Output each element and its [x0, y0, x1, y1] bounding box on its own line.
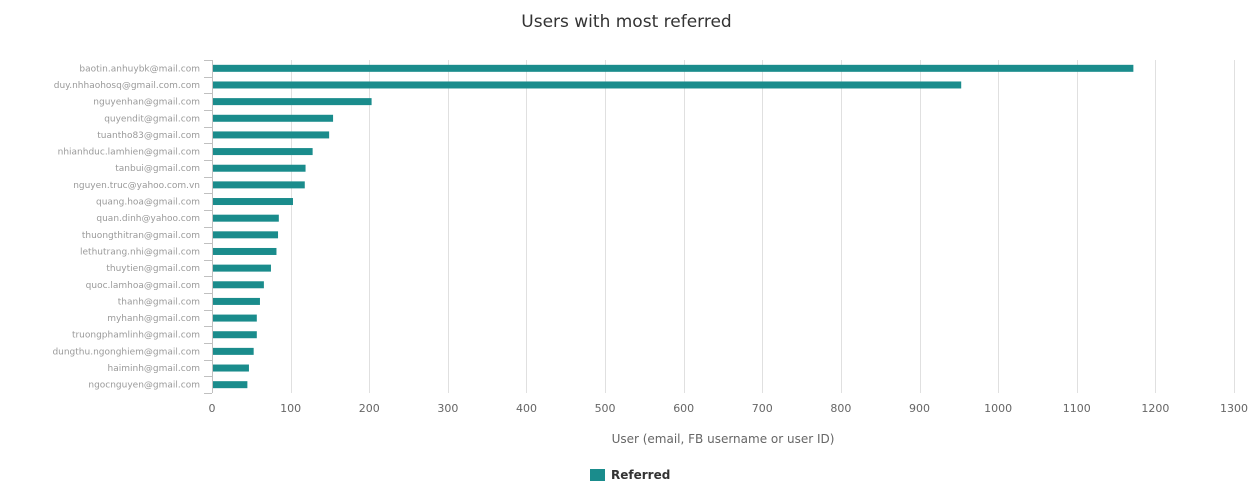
bar[interactable]: [213, 198, 293, 206]
category-label: baotin.anhuybk@mail.com: [79, 64, 200, 74]
x-tick-labels: 0 100 200 300 400 500 600 700 800 900 1000 1100 1200…: [209, 402, 1249, 415]
x-tick-label: 600: [673, 402, 694, 415]
category-label: ngocnguyen@gmail.com: [88, 381, 200, 391]
category-labels: baotin.anhuybk@mail.com duy.nhhaohosq@gma…: [52, 64, 200, 390]
bar[interactable]: [213, 347, 254, 355]
bar[interactable]: [213, 231, 279, 239]
category-label: quyendit@gmail.com: [104, 114, 200, 124]
category-label: lethutrang.nhi@gmail.com: [80, 247, 200, 257]
x-axis-title: User (email, FB username or user ID): [611, 432, 835, 446]
category-label: tanbui@gmail.com: [115, 164, 200, 174]
category-label: truongphamlinh@gmail.com: [72, 331, 200, 341]
category-label: quang.hoa@gmail.com: [96, 198, 200, 208]
category-label: nhianhduc.lamhien@gmail.com: [58, 148, 200, 158]
bar[interactable]: [213, 281, 264, 289]
x-tick-label: 1200: [1141, 402, 1169, 415]
x-tick-label: 200: [359, 402, 380, 415]
category-label: thuytien@gmail.com: [106, 264, 200, 274]
category-label: dungthu.ngonghiem@gmail.com: [52, 347, 200, 357]
x-tick-label: 800: [830, 402, 851, 415]
bar[interactable]: [213, 181, 305, 189]
bar[interactable]: [213, 364, 249, 372]
category-label: duy.nhhaohosq@gmail.com.com: [54, 81, 200, 91]
legend-swatch: [590, 469, 605, 481]
bar[interactable]: [213, 164, 306, 172]
legend[interactable]: Referred: [590, 468, 670, 482]
category-label: nguyenhan@gmail.com: [93, 98, 200, 108]
category-label: haiminh@gmail.com: [108, 364, 200, 374]
bar[interactable]: [213, 314, 257, 322]
x-tick-label: 1000: [984, 402, 1012, 415]
bar[interactable]: [213, 381, 248, 389]
bar[interactable]: [213, 148, 313, 156]
x-tick-label: 400: [516, 402, 537, 415]
bar[interactable]: [213, 214, 279, 222]
x-tick-label: 300: [437, 402, 458, 415]
x-tick-label: 700: [752, 402, 773, 415]
bars: [213, 64, 1134, 389]
category-label: tuantho83@gmail.com: [97, 131, 200, 141]
category-label: thuongthitran@gmail.com: [82, 231, 200, 241]
bar[interactable]: [213, 131, 330, 139]
category-axis: [204, 60, 213, 394]
bar[interactable]: [213, 247, 277, 255]
x-tick-label: 900: [909, 402, 930, 415]
legend-label: Referred: [611, 468, 671, 482]
bar[interactable]: [213, 297, 260, 305]
category-label: nguyen.truc@yahoo.com.vn: [73, 181, 200, 191]
bar[interactable]: [213, 331, 257, 339]
bar[interactable]: [213, 114, 334, 122]
x-tick-label: 100: [280, 402, 301, 415]
x-tick-label: 1300: [1220, 402, 1248, 415]
category-label: myhanh@gmail.com: [107, 314, 200, 324]
x-tick-label: 0: [209, 402, 216, 415]
x-tick-label: 1100: [1063, 402, 1091, 415]
bar[interactable]: [213, 64, 1134, 72]
bar[interactable]: [213, 98, 372, 106]
bar[interactable]: [213, 264, 271, 272]
category-label: quoc.lamhoa@gmail.com: [86, 281, 200, 291]
category-label: quan.dinh@yahoo.com: [96, 214, 200, 224]
grid-lines: [291, 60, 1235, 393]
bar[interactable]: [213, 81, 962, 89]
chart-title: Users with most referred: [521, 12, 732, 32]
x-tick-label: 500: [595, 402, 616, 415]
category-label: thanh@gmail.com: [118, 297, 200, 307]
